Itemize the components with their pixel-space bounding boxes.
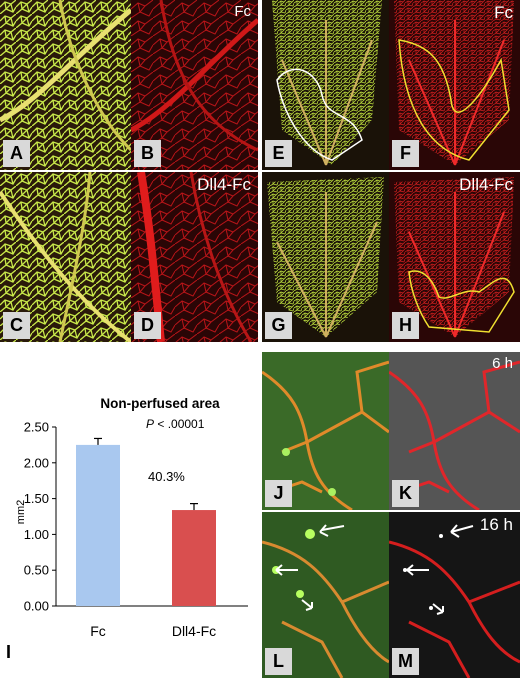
panel-k-label: 6 h (492, 355, 513, 372)
panel-b: B Fc (131, 0, 258, 170)
panel-l: L (262, 512, 389, 678)
panel-c: C (0, 172, 131, 342)
panel-c-letter: C (3, 312, 30, 339)
panel-b-letter: B (134, 140, 161, 167)
panel-e-letter: E (265, 140, 292, 167)
bar-fc (76, 444, 120, 606)
panel-f: F Fc (389, 0, 520, 170)
panel-f-image (389, 0, 520, 170)
y-tick-label: 2.00 (24, 455, 49, 470)
y-tick-labels: 0.00 0.50 1.00 1.50 2.00 2.50 (24, 420, 49, 614)
bar-dll4-fc (172, 510, 216, 606)
y-tick-label: 0.00 (24, 599, 49, 614)
panel-j-letter: J (265, 480, 292, 507)
panel-g: G (262, 172, 389, 342)
panel-k-letter: K (392, 480, 419, 507)
panel-c-image (0, 172, 131, 342)
x-tick-label: Fc (90, 623, 106, 639)
p-value-italic: P (146, 417, 154, 431)
y-tick-label: 1.00 (24, 527, 49, 542)
panel-b-label: Fc (234, 3, 251, 20)
panel-b-image (131, 0, 258, 170)
panel-h-image (389, 172, 520, 342)
panel-e-image (262, 0, 389, 170)
panel-m: M 16 h (389, 512, 520, 678)
panel-d-letter: D (134, 312, 161, 339)
y-tick-label: 1.50 (24, 491, 49, 506)
panel-j-image (262, 352, 389, 510)
panel-h-letter: H (392, 312, 419, 339)
panel-a: A (0, 0, 131, 170)
p-value-annotation: P < .00001 (146, 417, 205, 431)
panel-j: J (262, 352, 389, 510)
chart-title: Non-perfused area (100, 396, 220, 411)
panel-d-label: Dll4-Fc (197, 175, 251, 194)
panel-l-letter: L (265, 648, 292, 675)
panel-d: D Dll4-Fc (131, 172, 258, 342)
panel-h: H Dll4-Fc (389, 172, 520, 342)
panel-m-letter: M (392, 648, 419, 675)
bar-series (76, 437, 216, 606)
x-tick-label: Dll4-Fc (172, 623, 216, 639)
panel-k: K 6 h (389, 352, 520, 510)
y-axis-label: mm2 (15, 500, 27, 524)
y-tick-label: 0.50 (24, 563, 49, 578)
panel-a-letter: A (3, 140, 30, 167)
panel-m-label: 16 h (479, 515, 513, 534)
panel-e: E (262, 0, 389, 170)
y-tick-label: 2.50 (24, 420, 49, 435)
panel-g-letter: G (265, 312, 292, 339)
panel-g-image (262, 172, 389, 342)
panel-f-label: Fc (494, 3, 513, 22)
p-value-rest: < .00001 (154, 417, 205, 431)
x-tick-labels: Fc Dll4-Fc (90, 623, 216, 639)
panel-i-letter: I (6, 642, 11, 662)
panel-h-label: Dll4-Fc (459, 175, 513, 194)
bar-chart: Non-perfused area P < .00001 40.3% mm2 I… (6, 396, 248, 662)
panel-f-letter: F (392, 140, 419, 167)
percent-annotation: 40.3% (148, 469, 185, 484)
